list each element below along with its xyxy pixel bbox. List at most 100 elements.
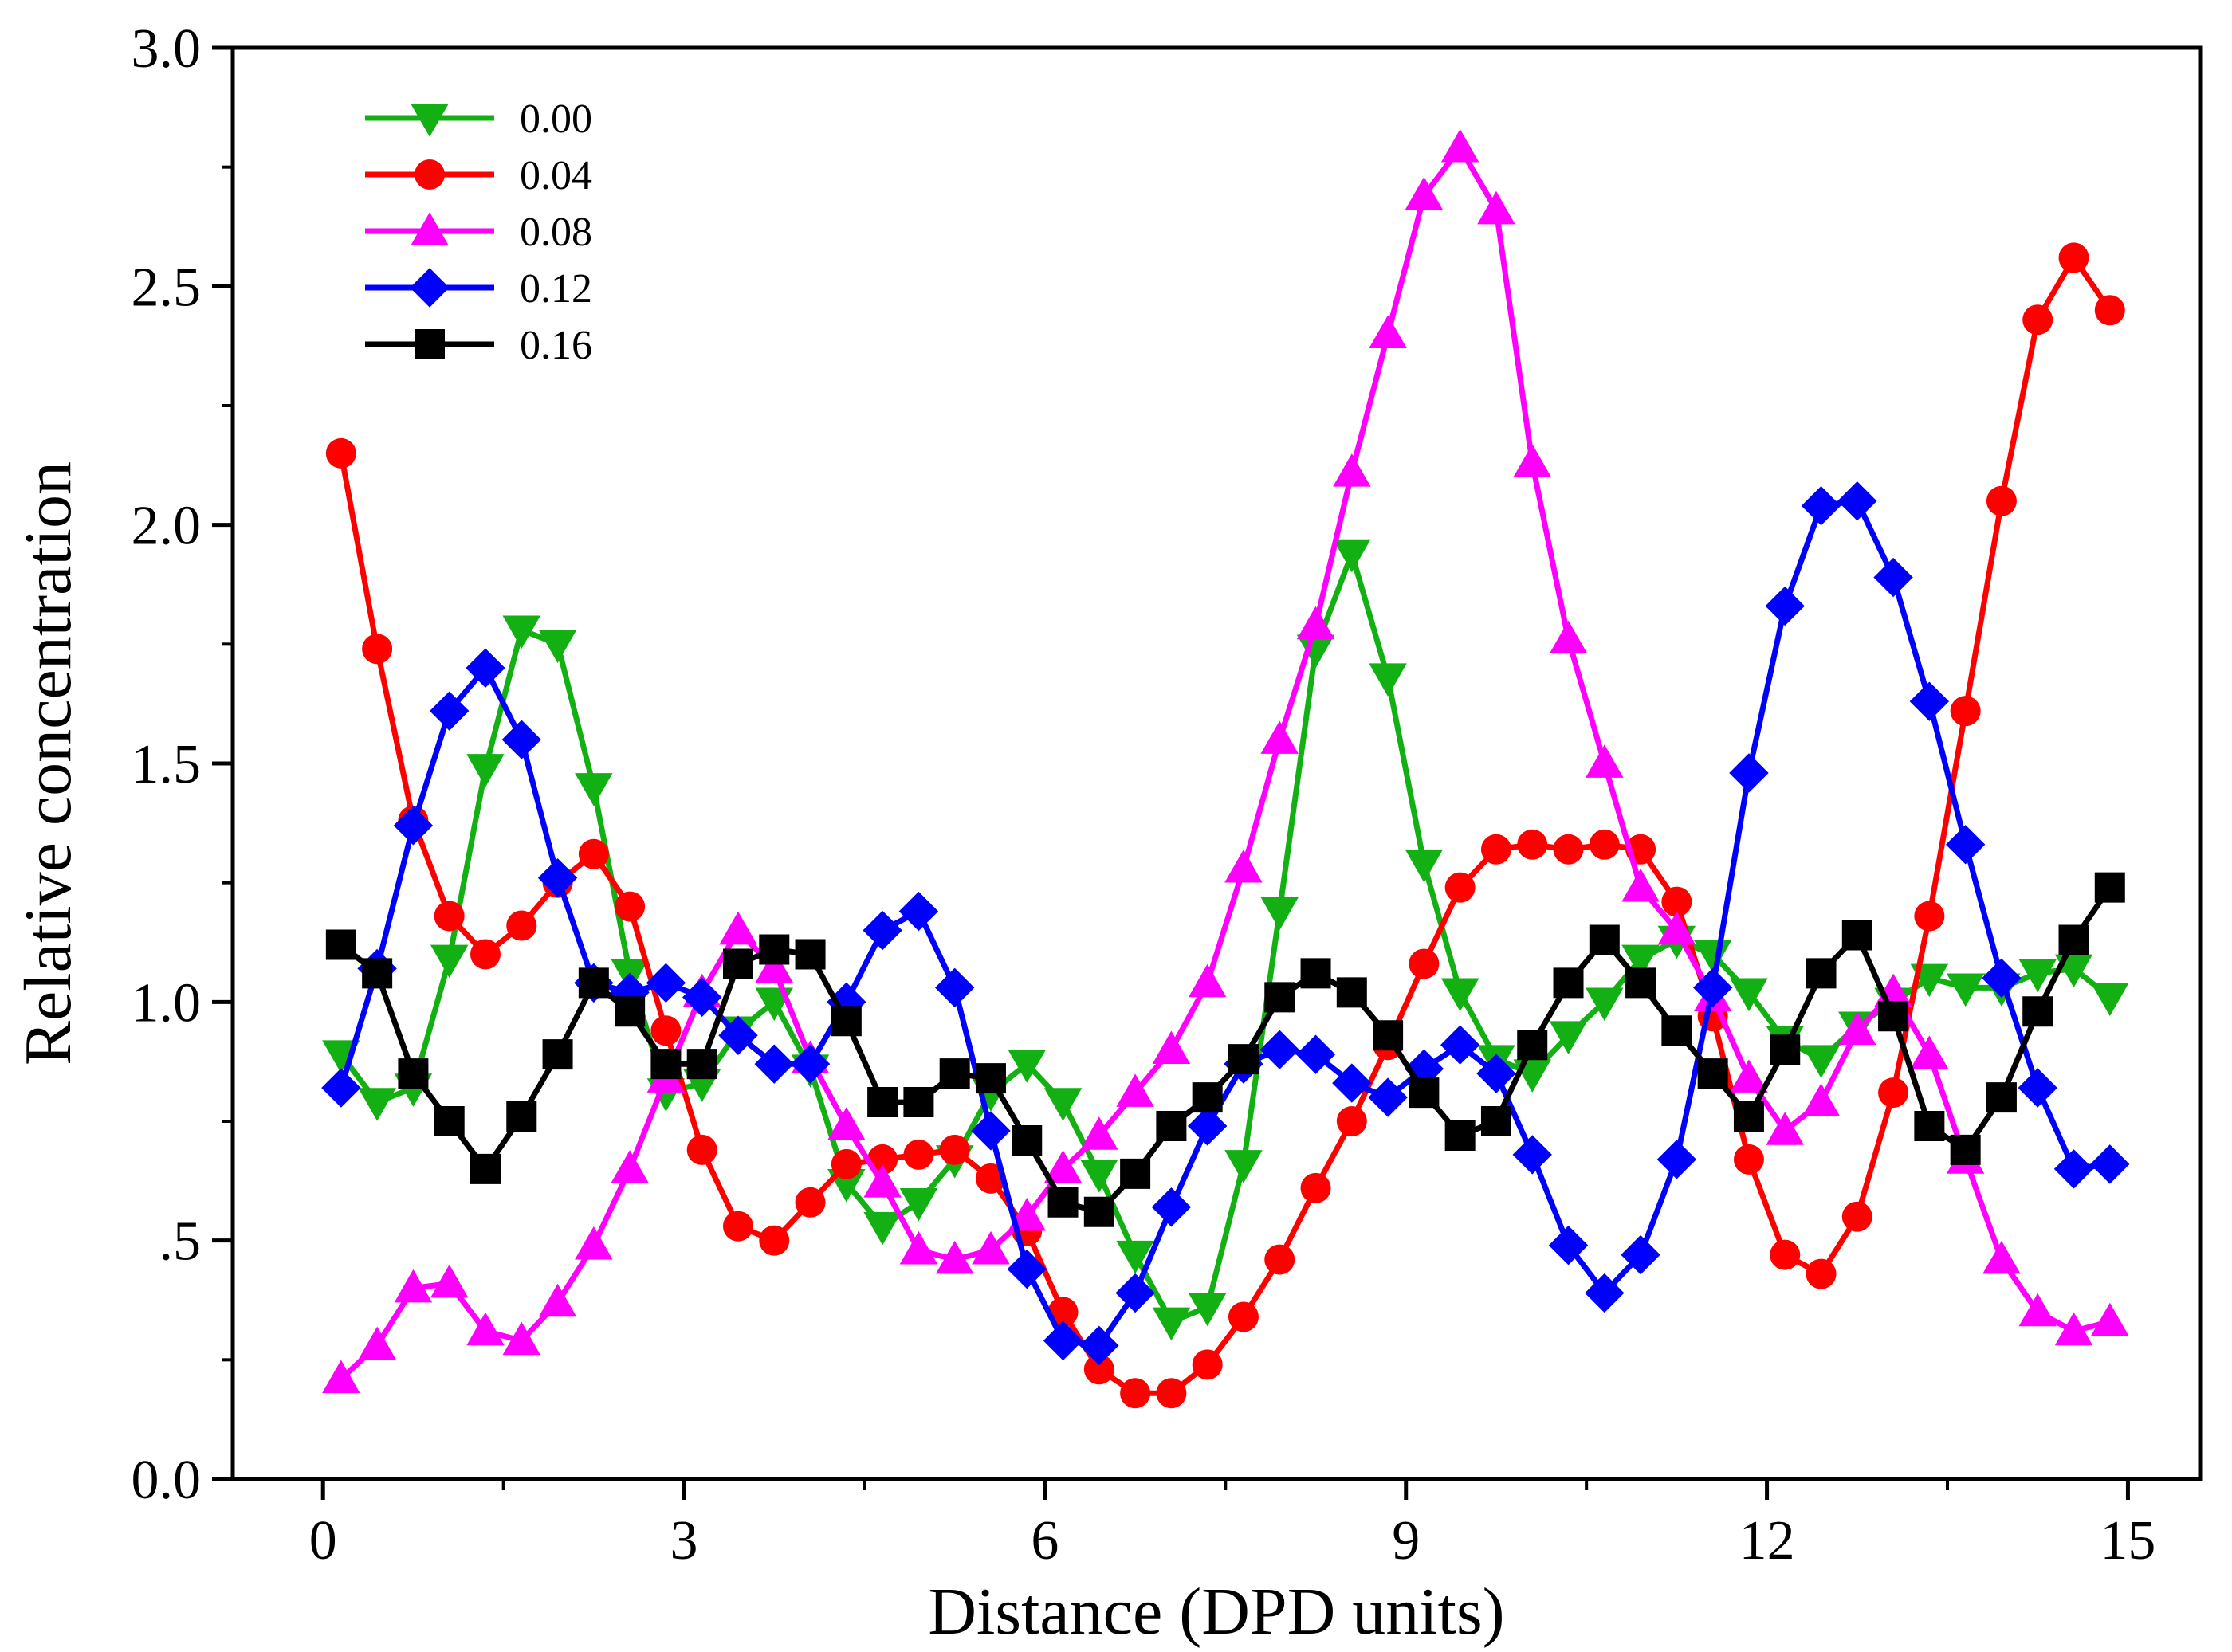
legend: 0.00 0.04 0.08 0.12 0.16 (365, 96, 592, 368)
data-point-0.04-10 (686, 1134, 717, 1165)
data-point-0.08-49 (2091, 1302, 2129, 1336)
data-point-0.00-49 (2091, 983, 2129, 1017)
y-tick-label: 1.5 (132, 734, 202, 795)
data-point-0.04-45 (1950, 696, 1981, 727)
data-point-0.00-36 (1621, 944, 1660, 979)
data-point-0.16-40 (1770, 1034, 1801, 1065)
data-point-0.12-48 (2053, 1149, 2094, 1189)
data-point-0.16-9 (650, 1049, 682, 1080)
legend-marker (415, 329, 445, 359)
data-point-0.04-13 (795, 1187, 826, 1218)
data-point-0.00-25 (1224, 1150, 1263, 1183)
data-point-0.08-42 (1838, 1011, 1876, 1046)
data-point-0.12-47 (2018, 1068, 2057, 1108)
y-tick-label: 0.0 (132, 1450, 202, 1511)
data-point-0.08-22 (1116, 1073, 1154, 1107)
data-point-0.08-25 (1224, 849, 1263, 883)
data-point-0.04-25 (1228, 1301, 1259, 1332)
data-point-0.16-7 (578, 967, 609, 999)
data-point-0.16-6 (542, 1039, 573, 1070)
data-point-0.16-41 (1806, 958, 1837, 989)
data-point-0.04-0 (325, 438, 356, 469)
data-point-0.04-42 (1841, 1201, 1872, 1232)
data-point-0.00-3 (430, 944, 469, 979)
data-point-0.12-2 (393, 806, 434, 846)
data-point-0.04-18 (975, 1163, 1006, 1194)
data-point-0.00-47 (2018, 959, 2057, 993)
data-point-0.16-28 (1336, 977, 1367, 1008)
data-point-0.12-37 (1656, 1140, 1697, 1179)
data-point-0.04-32 (1480, 834, 1511, 865)
data-point-0.16-22 (1120, 1158, 1151, 1189)
data-point-0.04-14 (831, 1148, 862, 1179)
data-point-0.12-18 (971, 1111, 1011, 1151)
data-point-0.12-5 (501, 720, 541, 759)
data-point-0.04-11 (722, 1211, 753, 1242)
data-point-0.16-37 (1661, 1015, 1692, 1046)
data-point-0.00-29 (1369, 663, 1407, 697)
legend-marker (411, 212, 449, 245)
legend-label: 0.16 (520, 323, 592, 368)
data-point-0.08-27 (1296, 606, 1335, 640)
data-point-0.08-31 (1440, 128, 1479, 163)
data-point-0.16-33 (1517, 1030, 1548, 1061)
data-point-0.04-39 (1733, 1144, 1764, 1175)
data-point-0.04-3 (434, 901, 465, 932)
data-point-0.12-10 (682, 977, 722, 1018)
data-point-0.00-24 (1188, 1293, 1227, 1327)
data-point-0.16-16 (903, 1087, 934, 1118)
data-point-0.08-29 (1369, 315, 1407, 349)
legend-entry-0.08: 0.08 (365, 210, 592, 255)
data-point-0.12-16 (898, 891, 939, 932)
data-point-0.16-2 (398, 1058, 429, 1089)
data-point-0.08-47 (2018, 1293, 2057, 1327)
legend-entry-0.00: 0.00 (365, 96, 592, 142)
data-point-0.12-0 (321, 1068, 361, 1108)
y-axis-title: Relative concentration (11, 461, 85, 1065)
data-point-0.08-35 (1586, 744, 1624, 778)
data-point-0.08-26 (1260, 720, 1299, 754)
data-point-0.08-46 (1982, 1240, 2021, 1274)
data-point-0.04-24 (1192, 1349, 1223, 1380)
data-point-0.04-46 (1986, 485, 2017, 516)
data-point-0.08-44 (1910, 1035, 1949, 1069)
series-layer (321, 128, 2130, 1409)
data-point-0.16-44 (1914, 1110, 1945, 1141)
data-point-0.12-49 (2090, 1144, 2130, 1184)
data-point-0.12-41 (1801, 486, 1841, 526)
data-point-0.04-47 (2022, 304, 2053, 336)
y-tick-label: 3.0 (132, 18, 202, 80)
data-point-0.16-34 (1553, 967, 1584, 999)
data-point-0.16-0 (325, 929, 356, 960)
data-point-0.04-5 (506, 910, 537, 941)
data-point-0.16-27 (1300, 958, 1331, 989)
data-point-0.12-35 (1585, 1273, 1625, 1313)
data-point-0.04-12 (759, 1225, 790, 1256)
data-point-0.00-4 (466, 754, 505, 787)
data-point-0.16-10 (686, 1049, 717, 1080)
data-point-0.16-29 (1373, 1020, 1404, 1051)
series-0.16 (325, 872, 2125, 1227)
data-point-0.16-24 (1192, 1082, 1223, 1113)
data-point-0.04-7 (578, 838, 609, 869)
data-point-0.08-24 (1188, 963, 1227, 998)
data-point-0.04-31 (1444, 872, 1476, 903)
data-point-0.12-39 (1729, 753, 1769, 793)
legend-entry-0.04: 0.04 (365, 153, 592, 198)
series-0.08 (322, 128, 2129, 1394)
data-point-0.12-34 (1548, 1225, 1589, 1265)
series-0.04 (325, 242, 2125, 1409)
data-point-0.08-21 (1080, 1116, 1118, 1150)
x-tick-label: 9 (1392, 1510, 1420, 1572)
data-point-0.04-26 (1264, 1244, 1295, 1275)
data-point-0.00-38 (1693, 940, 1732, 974)
data-point-0.08-34 (1549, 620, 1588, 654)
data-point-0.16-42 (1841, 920, 1872, 951)
data-point-0.08-33 (1513, 444, 1551, 477)
data-point-0.12-30 (1404, 1049, 1444, 1089)
data-point-0.04-35 (1589, 829, 1620, 860)
data-point-0.08-12 (755, 949, 794, 983)
data-point-0.04-48 (2058, 242, 2089, 273)
data-point-0.12-8 (610, 972, 650, 1013)
